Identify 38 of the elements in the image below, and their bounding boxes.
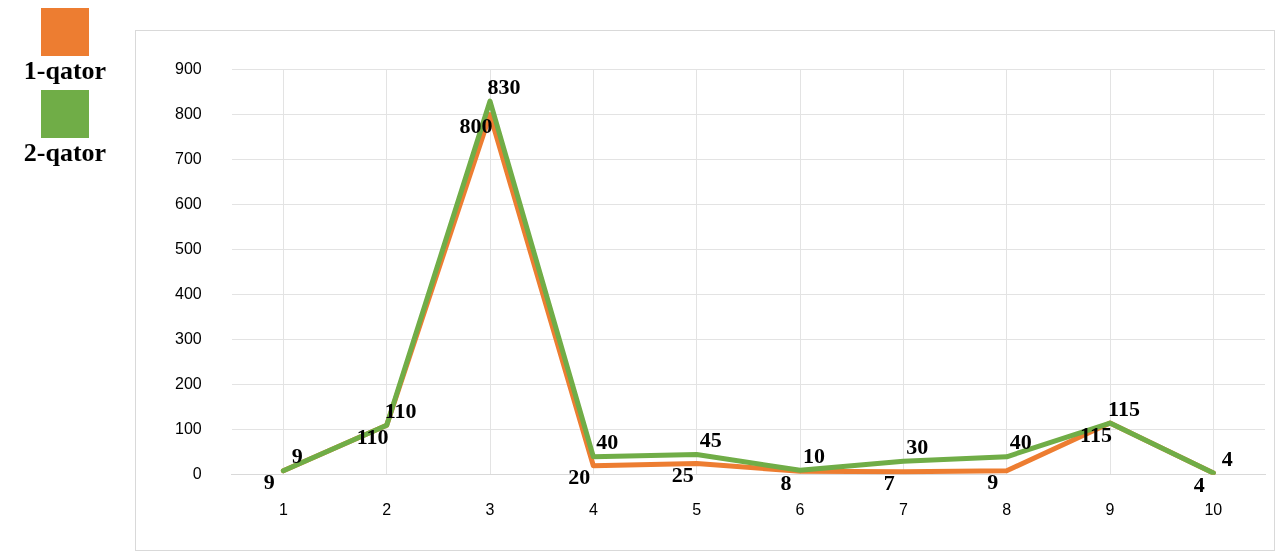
x-tick-label: 10 [1204,500,1223,518]
data-label: 830 [487,73,521,99]
x-tick-label: 8 [1002,500,1012,518]
data-label: 45 [699,427,722,453]
y-tick-label: 400 [174,285,202,303]
data-label: 30 [906,433,929,459]
x-tick-label: 2 [382,500,392,518]
x-tick-label: 5 [692,500,702,518]
y-tick-label: 500 [174,240,202,258]
data-label: 115 [1108,395,1140,421]
x-tick-label: 9 [1105,500,1115,518]
x-tick-label: 3 [485,500,495,518]
y-tick-label: 0 [192,465,202,483]
data-label: 40 [596,429,619,455]
x-tick-label: 7 [898,500,908,518]
data-label: 20 [568,464,591,490]
y-tick-label: 300 [174,330,202,348]
data-label: 8 [780,469,792,495]
data-label: 4 [1193,471,1205,497]
y-tick-label: 100 [174,420,202,438]
x-tick-label: 1 [278,500,288,518]
legend-label: 1-qator [23,56,107,86]
data-label: 25 [671,462,694,488]
y-tick-label: 200 [174,375,202,393]
data-label: 7 [883,470,895,496]
y-tick-label: 900 [174,60,202,78]
data-label: 4 [1221,445,1233,471]
y-tick-label: 700 [174,150,202,168]
y-tick-label: 600 [174,195,202,213]
data-label: 40 [1009,429,1032,455]
data-label: 10 [803,442,826,468]
legend-label: 2-qator [23,138,107,168]
data-label: 9 [263,469,275,495]
y-tick-label: 800 [174,105,202,123]
x-tick-label: 6 [795,500,805,518]
data-label: 9 [987,469,999,495]
data-label: 9 [291,443,303,469]
x-tick-label: 4 [588,500,598,518]
